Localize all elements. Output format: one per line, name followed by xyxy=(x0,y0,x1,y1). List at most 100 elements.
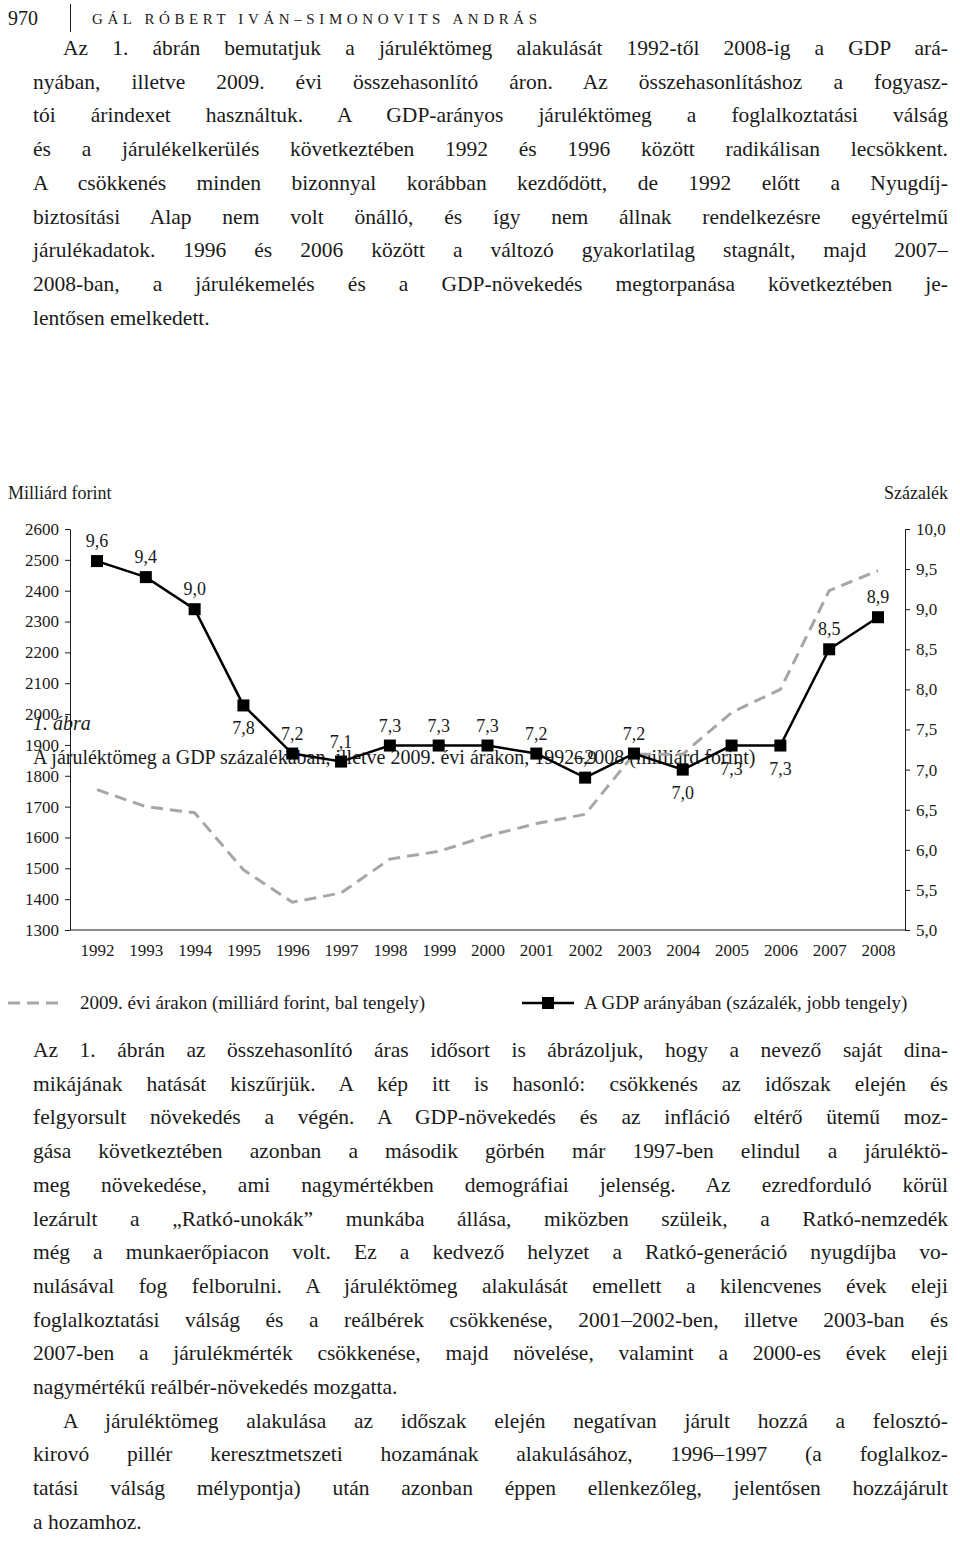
tick-label: 1998 xyxy=(373,941,407,960)
text-line: lezárult a „Ratkó-unokák” munkába állása… xyxy=(33,1202,948,1236)
tick-label: 1997 xyxy=(325,941,360,960)
tick-mark xyxy=(905,730,910,731)
tick: 6,0 xyxy=(905,841,937,860)
tick-label: 5,5 xyxy=(916,881,937,900)
tick-label: 2005 xyxy=(715,941,749,960)
data-label: 7,3 xyxy=(379,716,402,736)
tick: 8,0 xyxy=(905,680,937,699)
tick-label: 1700 xyxy=(25,798,59,817)
tick-mark xyxy=(65,560,70,561)
marker xyxy=(189,603,201,615)
tick: 1600 xyxy=(25,828,70,847)
data-label: 9,0 xyxy=(183,579,206,599)
tick: 2008 xyxy=(862,930,896,960)
text-line: még a munkaerőpiacon volt. Ez a kedvező … xyxy=(33,1235,948,1269)
data-label: 8,5 xyxy=(818,619,841,639)
marker xyxy=(91,555,103,567)
tick-label: 2004 xyxy=(666,941,701,960)
tick-mark xyxy=(905,609,910,610)
legend-marker xyxy=(542,997,554,1009)
tick: 6,5 xyxy=(905,801,937,820)
tick: 1900 xyxy=(25,736,70,755)
data-label: 7,0 xyxy=(672,783,695,803)
tick-mark xyxy=(65,837,70,838)
tick-label: 7,5 xyxy=(916,720,937,739)
tick: 1992 xyxy=(81,930,115,960)
plot-area xyxy=(91,555,884,902)
marker xyxy=(384,740,396,752)
x-axis-line xyxy=(70,930,905,931)
tick-label: 1900 xyxy=(25,736,59,755)
marker xyxy=(530,748,542,760)
tick-mark xyxy=(65,591,70,592)
text-line: A járuléktömeg alakulása az időszak elej… xyxy=(63,1404,948,1438)
data-label: 7,2 xyxy=(281,724,304,744)
tick-label: 9,0 xyxy=(916,600,937,619)
tick-mark xyxy=(65,529,70,530)
tick-label: 6,5 xyxy=(916,801,937,820)
tick-mark xyxy=(905,649,910,650)
text-line: 2008-ban, a járulékemelés és a GDP-növek… xyxy=(33,267,948,301)
data-label: 9,6 xyxy=(86,531,109,551)
tick-label: 1996 xyxy=(276,941,310,960)
tick: 1993 xyxy=(129,930,163,960)
tick-label: 2007 xyxy=(813,941,848,960)
marker xyxy=(335,756,347,768)
data-label: 7,3 xyxy=(476,716,499,736)
tick-label: 2300 xyxy=(25,612,59,631)
tick: 1994 xyxy=(178,930,213,960)
tick-mark xyxy=(65,652,70,653)
tick-label: 9,5 xyxy=(916,560,937,579)
tick: 5,0 xyxy=(905,921,937,940)
marker xyxy=(286,748,298,760)
tick: 1996 xyxy=(276,930,310,960)
page: 970GÁL RÓBERT IVÁN–SIMONOVITS ANDRÁSAz 1… xyxy=(0,0,960,1553)
data-label: 7,3 xyxy=(720,759,743,779)
text-line: lentősen emelkedett. xyxy=(33,301,948,335)
tick: 2002 xyxy=(569,930,603,960)
tick-label: 7,0 xyxy=(916,761,937,780)
tick-label: 2100 xyxy=(25,674,59,693)
tick: 7,0 xyxy=(905,761,937,780)
tick: 1700 xyxy=(25,798,70,817)
tick: 2500 xyxy=(25,551,70,570)
tick-label: 1995 xyxy=(227,941,261,960)
text-line: kirovó pillér keresztmetszeti hozamának … xyxy=(33,1437,948,1471)
running-head: GÁL RÓBERT IVÁN–SIMONOVITS ANDRÁS xyxy=(92,6,542,32)
tick-mark xyxy=(905,689,910,690)
text-line: a hozamhoz. xyxy=(33,1505,948,1539)
marker xyxy=(823,643,835,655)
x-axis: 1992199319941995199619971998199920002001… xyxy=(70,930,905,960)
tick-mark xyxy=(65,776,70,777)
tick-label: 2000 xyxy=(25,705,59,724)
text-line: Az 1. ábrán bemutatjuk a járuléktömeg al… xyxy=(63,31,948,65)
tick-label: 1999 xyxy=(422,941,456,960)
tick: 9,0 xyxy=(905,600,937,619)
tick: 2100 xyxy=(25,674,70,693)
tick-label: 1993 xyxy=(129,941,163,960)
tick-mark xyxy=(65,745,70,746)
tick-mark xyxy=(905,850,910,851)
data-label: 7,2 xyxy=(623,724,646,744)
data-labels: 9,69,49,07,87,27,17,37,37,37,26,97,27,07… xyxy=(86,531,890,803)
chart: 1300140015001600170018001900200021002200… xyxy=(0,470,960,1040)
marker xyxy=(726,740,738,752)
legend-item: 2009. évi árakon (milliárd forint, bal t… xyxy=(8,992,425,1014)
text-line: meg növekedése, ami nagymértékben demogr… xyxy=(33,1168,948,1202)
tick: 7,5 xyxy=(905,720,937,739)
tick-label: 8,5 xyxy=(916,640,937,659)
tick-label: 8,0 xyxy=(916,680,937,699)
marker xyxy=(579,772,591,784)
tick: 5,5 xyxy=(905,881,937,900)
tick-mark xyxy=(65,714,70,715)
tick: 2200 xyxy=(25,643,70,662)
data-label: 8,9 xyxy=(867,587,890,607)
data-label: 7,3 xyxy=(427,716,450,736)
tick: 1998 xyxy=(373,930,407,960)
tick-label: 2400 xyxy=(25,582,59,601)
tick-label: 2003 xyxy=(617,941,651,960)
series-line xyxy=(97,561,878,778)
marker xyxy=(677,764,689,776)
tick-label: 2200 xyxy=(25,643,59,662)
data-label: 7,1 xyxy=(330,732,353,752)
